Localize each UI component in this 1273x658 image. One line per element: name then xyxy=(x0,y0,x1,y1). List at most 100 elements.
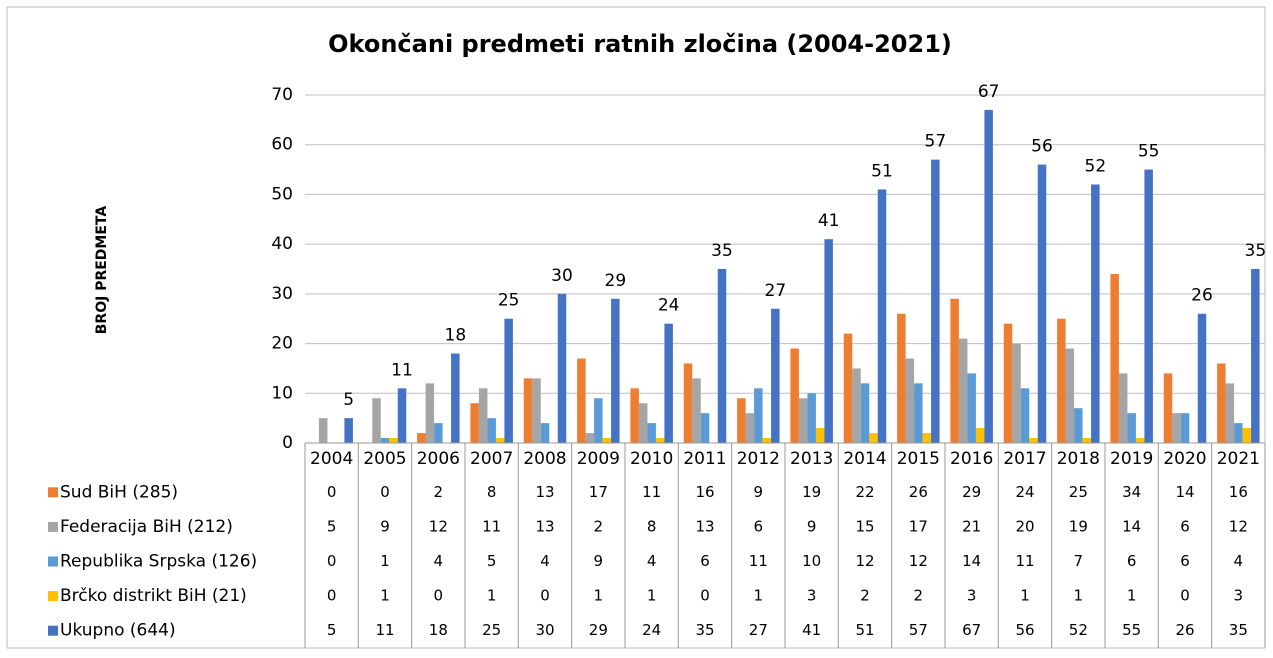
table-cell: 18 xyxy=(429,621,448,639)
bar xyxy=(1118,373,1128,443)
bar xyxy=(1074,408,1083,443)
table-cell: 0 xyxy=(1180,587,1190,605)
table-cell: 11 xyxy=(482,517,501,535)
bar xyxy=(1029,438,1038,443)
x-tick-label: 2018 xyxy=(1057,449,1100,469)
table-cell: 29 xyxy=(589,621,608,639)
x-tick-label: 2007 xyxy=(470,449,513,469)
y-tick-label: 20 xyxy=(271,334,293,354)
table-cell: 0 xyxy=(540,587,550,605)
bar xyxy=(905,358,915,443)
x-tick-label: 2006 xyxy=(417,449,460,469)
bar xyxy=(975,428,985,443)
table-cell: 14 xyxy=(1122,517,1141,535)
bar xyxy=(852,368,861,443)
x-tick-label: 2015 xyxy=(897,449,940,469)
table-cell: 1 xyxy=(380,587,390,605)
bar xyxy=(1110,273,1119,443)
table-cell: 4 xyxy=(434,552,444,570)
table-cell: 6 xyxy=(1127,552,1137,570)
table-cell: 6 xyxy=(1180,517,1190,535)
bar xyxy=(647,423,656,443)
bar xyxy=(372,398,381,443)
table-cell: 55 xyxy=(1122,621,1141,639)
data-label: 24 xyxy=(658,296,680,316)
table-cell: 0 xyxy=(380,483,390,501)
chart-title: Okončani predmeti ratnih zločina (2004-2… xyxy=(328,30,952,58)
bar xyxy=(1091,184,1100,443)
table-cell: 5 xyxy=(327,517,337,535)
x-tick-label: 2010 xyxy=(630,449,673,469)
table-cell: 4 xyxy=(1234,552,1244,570)
table-cell: 4 xyxy=(647,552,657,570)
bar xyxy=(922,433,932,443)
bar xyxy=(397,388,407,443)
data-label: 26 xyxy=(1191,286,1213,306)
data-label: 56 xyxy=(1031,137,1053,157)
table-cell: 7 xyxy=(1074,552,1084,570)
bar xyxy=(1242,428,1252,443)
bar xyxy=(1172,413,1181,443)
bar xyxy=(1163,373,1173,443)
table-cell: 6 xyxy=(700,552,710,570)
table-cell: 15 xyxy=(855,517,874,535)
table-cell: 9 xyxy=(594,552,604,570)
table-cell: 27 xyxy=(749,621,768,639)
table-cell: 9 xyxy=(380,517,390,535)
data-label: 11 xyxy=(391,360,413,380)
bar xyxy=(344,418,353,443)
bar xyxy=(1082,438,1092,443)
bar xyxy=(585,433,595,443)
y-tick-label: 30 xyxy=(271,284,293,304)
bar xyxy=(877,189,887,443)
table-cell: 13 xyxy=(535,517,554,535)
data-label: 29 xyxy=(605,271,627,291)
table-cell: 25 xyxy=(1069,483,1088,501)
bar xyxy=(807,393,816,443)
bar xyxy=(745,413,755,443)
table-cell: 5 xyxy=(487,552,497,570)
bar xyxy=(1127,413,1136,443)
table-cell: 3 xyxy=(967,587,977,605)
data-label: 25 xyxy=(498,291,520,311)
bar xyxy=(655,438,665,443)
bar xyxy=(700,413,710,443)
bar xyxy=(318,418,328,443)
bar xyxy=(602,438,612,443)
table-cell: 8 xyxy=(487,483,497,501)
table-cell: 52 xyxy=(1069,621,1088,639)
x-tick-label: 2009 xyxy=(577,449,620,469)
legend-swatch xyxy=(48,487,58,498)
table-cell: 29 xyxy=(962,483,981,501)
table-cell: 12 xyxy=(855,552,874,570)
bar xyxy=(638,403,648,443)
bar xyxy=(692,378,701,443)
table-cell: 19 xyxy=(1069,517,1088,535)
legend-swatch xyxy=(48,521,58,532)
bar xyxy=(495,438,505,443)
bar xyxy=(630,388,639,443)
table-cell: 21 xyxy=(962,517,981,535)
bar xyxy=(487,418,496,443)
table-cell: 4 xyxy=(540,552,550,570)
table-cell: 12 xyxy=(1229,517,1248,535)
legend-label: Federacija BiH (212) xyxy=(60,517,233,537)
table-cell: 2 xyxy=(434,483,444,501)
table-cell: 2 xyxy=(860,587,870,605)
x-tick-label: 2005 xyxy=(363,449,406,469)
bar xyxy=(540,423,550,443)
x-tick-label: 2016 xyxy=(950,449,993,469)
table-cell: 0 xyxy=(700,587,710,605)
table-cell: 5 xyxy=(327,621,337,639)
table-cell: 34 xyxy=(1122,483,1141,501)
table-cell: 0 xyxy=(327,483,337,501)
table-cell: 19 xyxy=(802,483,821,501)
y-tick-label: 60 xyxy=(271,135,293,155)
bar xyxy=(1180,413,1190,443)
x-tick-label: 2012 xyxy=(737,449,780,469)
table-cell: 8 xyxy=(647,517,657,535)
table-cell: 0 xyxy=(434,587,444,605)
y-tick-label: 10 xyxy=(271,383,293,403)
bar xyxy=(594,398,603,443)
